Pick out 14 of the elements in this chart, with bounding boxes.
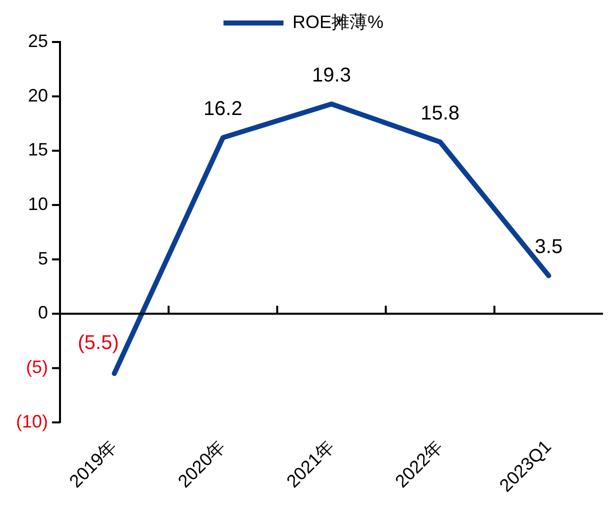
y-tick-label: 5: [38, 248, 48, 268]
data-label: 19.3: [312, 64, 351, 86]
data-label: (5.5): [78, 332, 119, 354]
data-label: 15.8: [420, 102, 460, 125]
y-tick-label: 0: [38, 302, 48, 323]
y-tick-label: 20: [28, 85, 48, 106]
y-tick-label: (5): [26, 357, 48, 378]
y-tick-label: 10: [28, 194, 48, 214]
y-tick-label: 25: [28, 30, 48, 51]
data-label: 16.2: [203, 98, 242, 120]
y-tick-label: (10): [16, 411, 48, 432]
data-label: 3.5: [534, 236, 563, 258]
y-tick-label: 15: [28, 140, 48, 160]
legend-label: ROE摊薄%: [292, 12, 384, 32]
